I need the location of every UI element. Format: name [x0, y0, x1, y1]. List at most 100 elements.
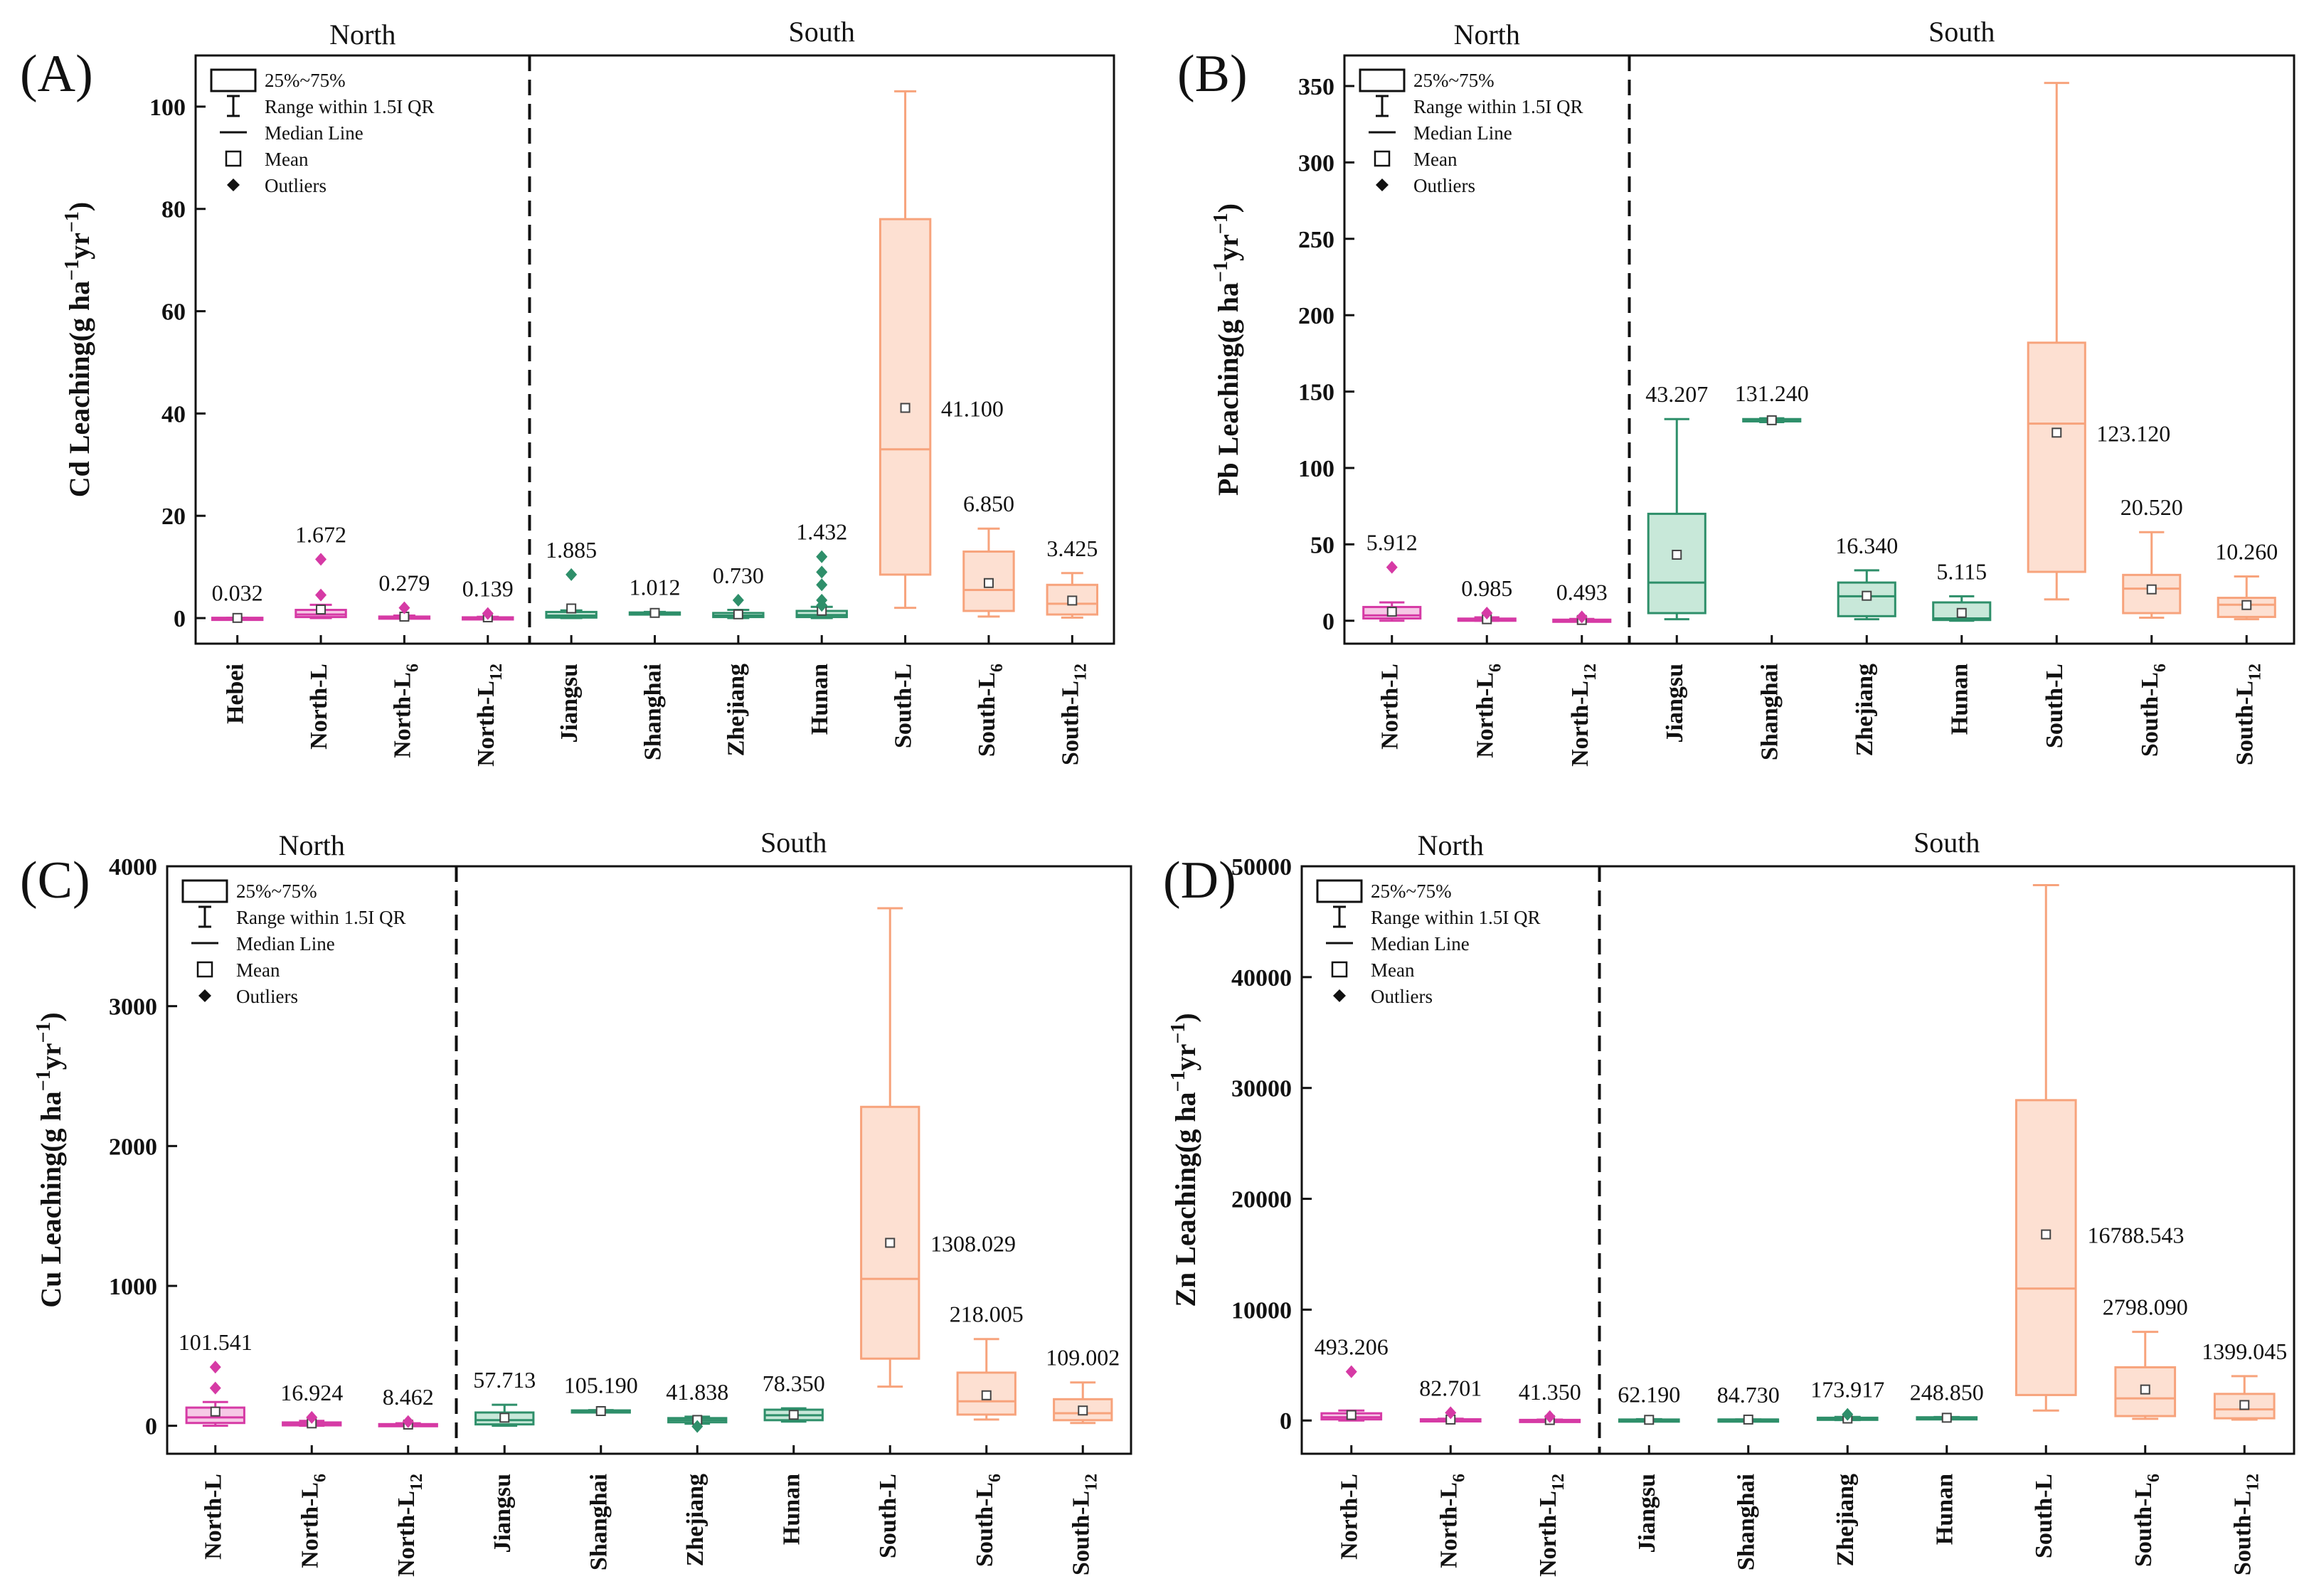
y-tick-label: 3000	[109, 994, 157, 1021]
y-tick-label: 0	[145, 1414, 157, 1440]
y-tick-label: 100	[1298, 456, 1334, 482]
mean-marker	[2041, 1229, 2051, 1240]
mean-value-label: 62.190	[1618, 1381, 1680, 1407]
box-plot: 43.207 Jiangsu	[1645, 381, 1708, 743]
outlier-point	[1576, 610, 1588, 624]
box-plot: 62.190 Jiangsu	[1618, 1381, 1680, 1553]
y-tick-label: 10000	[1231, 1297, 1292, 1324]
y-axis-label: Cu Leaching(g ha−1yr−1)	[33, 1012, 68, 1308]
legend-mean-swatch	[1374, 150, 1391, 167]
mean-value-label: 43.207	[1645, 381, 1708, 407]
legend-median-label: Median Line	[236, 933, 335, 954]
x-tick-label: North-L12	[1535, 1474, 1568, 1577]
x-tick-label: Shanghai	[586, 1474, 612, 1570]
mean-value-label: 1.885	[546, 537, 597, 563]
legend-box-label: 25%~75%	[265, 70, 346, 91]
outlier-point	[402, 1415, 414, 1428]
y-tick-label: 30000	[1231, 1076, 1292, 1102]
region-label-south: South	[760, 826, 827, 858]
legend-outliers-label: Outliers	[1413, 175, 1475, 196]
mean-marker	[566, 603, 577, 614]
x-tick-label: Hebei	[222, 664, 248, 724]
outlier-point	[315, 553, 327, 566]
panel-label: (B)	[1177, 45, 1248, 103]
iqr-box	[1053, 1398, 1113, 1422]
x-tick-label: Zhejiang	[1852, 664, 1878, 756]
mean-marker	[885, 1238, 896, 1248]
x-tick-label: South-L12	[2229, 1474, 2262, 1575]
box-plot: 105.190 Shanghai	[564, 1373, 638, 1570]
x-tick-label: Shanghai	[1757, 664, 1783, 760]
legend-mean-swatch	[225, 150, 242, 167]
mean-value-label: 84.730	[1717, 1382, 1780, 1408]
x-tick-label: Hunan	[1932, 1474, 1958, 1545]
mean-value-label: 0.032	[212, 580, 263, 606]
y-tick-label: 20000	[1231, 1187, 1292, 1213]
x-tick-label: Zhejiang	[723, 664, 750, 756]
outlier-point	[816, 550, 828, 563]
legend-outlier-swatch	[227, 179, 240, 191]
mean-marker	[1644, 1415, 1655, 1425]
legend-box-label: 25%~75%	[1413, 70, 1495, 91]
x-tick-label: Hunan	[1947, 664, 1973, 735]
mean-marker	[316, 605, 327, 615]
mean-value-label: 8.462	[383, 1384, 434, 1410]
box-plot: 78.350 Hunan	[763, 1371, 825, 1545]
box-plot: 0.032 Hebei	[211, 580, 264, 724]
panel-1: (B) 0 50 100 150 200 250 300 350 Pb Leaching(g ha…	[1177, 16, 2295, 767]
mean-value-label: 101.541	[179, 1329, 253, 1355]
x-tick-label: South-L12	[1057, 664, 1090, 765]
mean-value-label: 82.701	[1419, 1375, 1482, 1400]
box-plot: 20.520 South-L6	[2120, 494, 2183, 757]
x-tick-label: Hunan	[779, 1474, 805, 1545]
box-plot: 41.350 North-L12	[1519, 1379, 1581, 1577]
outlier-point	[209, 1361, 221, 1374]
region-label-south: South	[789, 16, 855, 48]
y-tick-label: 50000	[1231, 854, 1292, 881]
mean-value-label: 131.240	[1735, 381, 1809, 406]
mean-marker	[2239, 1400, 2250, 1410]
mean-value-label: 41.350	[1519, 1379, 1581, 1405]
mean-marker	[649, 607, 660, 618]
mean-value-label: 3.425	[1046, 536, 1098, 561]
x-tick-label: North-L6	[1472, 664, 1504, 758]
panel-label: (C)	[20, 851, 90, 910]
mean-marker	[1956, 607, 1967, 618]
outlier-point	[209, 1381, 221, 1395]
mean-value-label: 6.850	[963, 491, 1014, 516]
outlier-point	[566, 568, 578, 581]
x-tick-label: Zhejiang	[1832, 1474, 1859, 1566]
mean-marker	[595, 1405, 606, 1416]
mean-marker	[788, 1410, 799, 1420]
x-tick-label: Hunan	[807, 664, 833, 735]
y-tick-label: 2000	[109, 1134, 157, 1160]
x-tick-label: Jiangsu	[556, 664, 583, 743]
x-tick-label: South-L6	[2137, 664, 2170, 757]
legend-outlier-swatch	[1333, 989, 1346, 1002]
box-plot: 101.541 North-L	[179, 1329, 253, 1560]
legend: 25%~75% Range within 1.5I QR Median Line Me…	[1316, 879, 1540, 1007]
x-tick-label: South-L6	[2130, 1474, 2163, 1567]
x-tick-label: North-L	[201, 1474, 227, 1560]
mean-marker	[1672, 549, 1682, 560]
legend-outlier-swatch	[1376, 179, 1389, 191]
mean-value-label: 123.120	[2096, 420, 2170, 446]
box-plot: 2798.090 South-L6	[2103, 1294, 2188, 1567]
box-plot: 84.730 Shanghai	[1717, 1382, 1780, 1570]
y-tick-label: 0	[174, 606, 186, 632]
plot-frame	[1300, 865, 2295, 1455]
iqr-box	[1647, 512, 1706, 615]
mean-value-label: 0.139	[462, 576, 514, 602]
box-plot: 10.260 South-L12	[2215, 538, 2278, 765]
box-plot: 173.917 Zhejiang	[1810, 1377, 1884, 1567]
outlier-point	[816, 578, 828, 592]
outlier-point	[1842, 1408, 1854, 1421]
x-tick-label: Jiangsu	[1634, 1474, 1660, 1553]
box-plot: 5.115 Hunan	[1932, 558, 1992, 735]
box-plot: 248.850 Hunan	[1910, 1379, 1984, 1545]
outlier-point	[1445, 1406, 1457, 1420]
legend-median-label: Median Line	[265, 122, 363, 144]
y-axis-label: Cd Leaching(g ha−1yr−1)	[61, 202, 96, 498]
legend-box-label: 25%~75%	[1371, 881, 1452, 902]
